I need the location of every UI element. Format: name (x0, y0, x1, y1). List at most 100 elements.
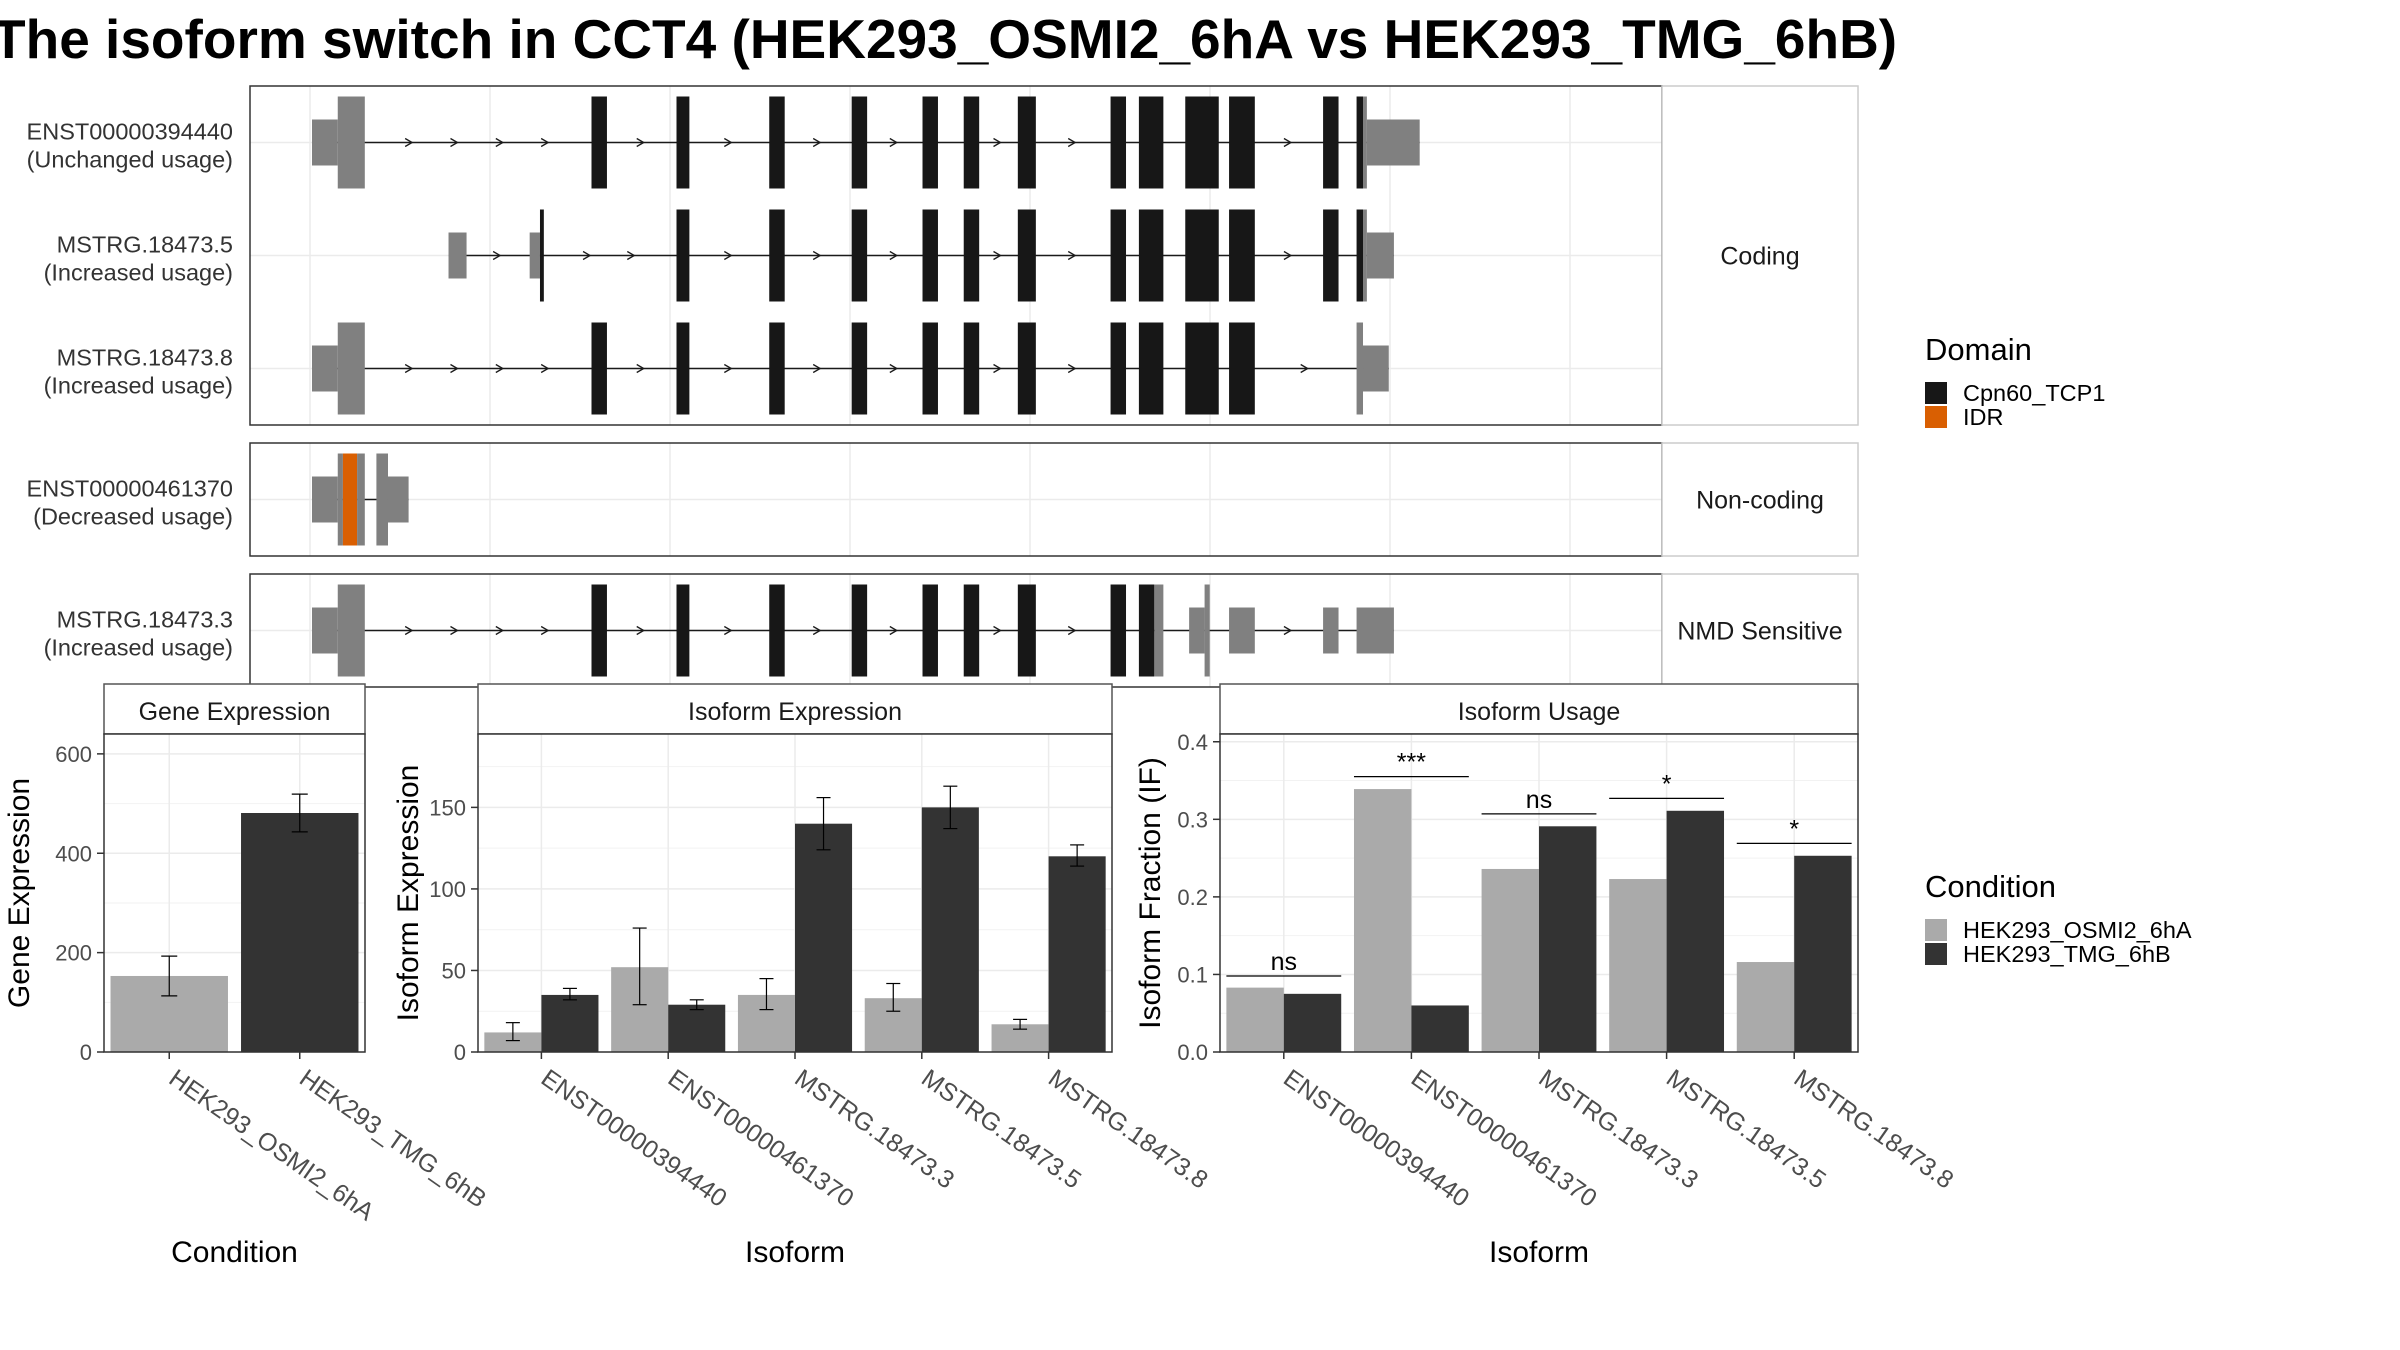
y-tick-label: 0 (454, 1040, 466, 1065)
cpn60-domain-exon (1017, 209, 1036, 302)
intron-arrow (540, 625, 550, 636)
bar-condition-a (1353, 789, 1412, 1052)
intron-arrow (495, 137, 505, 148)
x-axis-title: Isoform (745, 1236, 845, 1269)
intron-arrow (889, 625, 899, 636)
cpn60-domain-exon (769, 322, 785, 415)
bar-condition-b (921, 807, 979, 1052)
intron-arrow (540, 137, 550, 148)
intron-arrow (723, 363, 733, 374)
legend-label: HEK293_TMG_6hB (1963, 941, 2171, 967)
cpn60-domain-exon (1017, 96, 1036, 189)
intron-arrow (450, 363, 459, 374)
cpn60-domain-exon (851, 322, 868, 415)
cpn60-domain-exon (1138, 209, 1164, 302)
isoform-id-label: ENST00000461370 (27, 476, 233, 502)
utr-exon (529, 232, 540, 279)
utr-exon (1363, 209, 1367, 302)
panel-strip (1219, 683, 1859, 735)
significance-label: * (1789, 815, 1799, 843)
cpn60-domain-exon (922, 209, 938, 302)
cpn60-domain-exon (1185, 209, 1219, 302)
intron-arrow (1283, 625, 1293, 636)
legend-swatch (1925, 943, 1947, 965)
intron-arrow (993, 625, 1002, 636)
x-axis-title: Condition (171, 1236, 298, 1269)
legend-swatch (1925, 406, 1947, 428)
utr-exon (1366, 119, 1420, 166)
category-label: NMD Sensitive (1677, 618, 1842, 646)
panel-title: Isoform Expression (688, 698, 902, 726)
cpn60-domain-exon (769, 209, 785, 302)
significance-label: *** (1397, 749, 1426, 777)
intron-arrow (450, 137, 459, 148)
y-tick-label: 400 (55, 841, 92, 866)
intron-arrow (492, 250, 502, 261)
y-tick-label: 0.0 (1177, 1040, 1208, 1065)
intron-arrow (993, 250, 1002, 261)
cpn60-domain-exon (1229, 96, 1255, 189)
cpn60-domain-exon (1185, 96, 1219, 189)
intron-arrow (404, 625, 414, 636)
isoform-usage-label: (Increased usage) (44, 635, 233, 661)
cpn60-domain-exon (1110, 96, 1127, 189)
utr-exon (337, 584, 365, 677)
significance-label: ns (1526, 786, 1552, 814)
legend-label: Cpn60_TCP1 (1963, 380, 2105, 406)
significance-label: ns (1271, 948, 1297, 976)
legend-swatch (1925, 382, 1947, 404)
bar-condition-a (1226, 987, 1284, 1052)
y-tick-label: 200 (55, 941, 92, 966)
y-tick-label: 0.3 (1177, 807, 1208, 832)
cpn60-domain-exon (1356, 209, 1364, 302)
intron-arrow (404, 137, 414, 148)
intron-arrow (993, 363, 1002, 374)
legend-title: Domain (1925, 332, 2032, 367)
cpn60-domain-exon (1138, 96, 1164, 189)
x-axis-title: Isoform (1489, 1236, 1589, 1269)
category-label: Coding (1720, 243, 1799, 271)
intron-arrow (812, 137, 822, 148)
utr-exon (312, 119, 338, 166)
cpn60-domain-exon (851, 584, 868, 677)
bar-condition-a (484, 1032, 542, 1052)
category-label: Non-coding (1696, 487, 1824, 515)
legend-title: Condition (1925, 869, 2056, 904)
utr-exon (448, 232, 467, 279)
intron-arrow (1283, 137, 1293, 148)
panel-frame (103, 733, 366, 1053)
cpn60-domain-exon (1138, 322, 1164, 415)
utr-exon (1366, 232, 1394, 279)
isoform-usage-label: (Unchanged usage) (27, 147, 233, 173)
expression-panels: Gene Expression 0 200 400 600 HEK293_OSMI2_6h… (3, 683, 1958, 1269)
isoform-usage-label: (Decreased usage) (33, 504, 233, 530)
isoform-usage-label: (Increased usage) (44, 373, 233, 399)
isoform-id-label: MSTRG.18473.8 (57, 345, 233, 371)
bar-condition-a (1736, 962, 1795, 1052)
intron-arrow (450, 625, 459, 636)
intron-arrow (812, 363, 822, 374)
legend-swatch (1925, 919, 1947, 941)
utr-exon (1204, 584, 1210, 677)
idr-domain-exon (342, 453, 358, 546)
bar-condition-b (1411, 1005, 1469, 1052)
significance-label: * (1662, 770, 1672, 798)
isoform-id-label: MSTRG.18473.5 (57, 232, 233, 258)
panel-title: Isoform Usage (1458, 698, 1621, 726)
y-tick-label: 0.4 (1177, 730, 1208, 755)
intron-arrow (889, 137, 899, 148)
bar-condition-a (1609, 879, 1667, 1052)
cpn60-domain-exon (922, 96, 938, 189)
intron-arrow (1283, 250, 1293, 261)
x-tick-label: HEK293_OSMI2_6hA (164, 1064, 380, 1227)
cpn60-domain-exon (769, 584, 785, 677)
utr-exon (387, 476, 409, 523)
cpn60-domain-exon (1323, 209, 1339, 302)
utr-exon (312, 345, 338, 392)
transcript-structure-panel: Coding ENST00000394440(Unchanged usage) MS… (27, 85, 1859, 688)
intron-arrow (812, 250, 822, 261)
bar-condition-b (541, 994, 599, 1052)
category-strip (1661, 442, 1859, 557)
y-axis-title: Isoform Expression (392, 765, 425, 1022)
